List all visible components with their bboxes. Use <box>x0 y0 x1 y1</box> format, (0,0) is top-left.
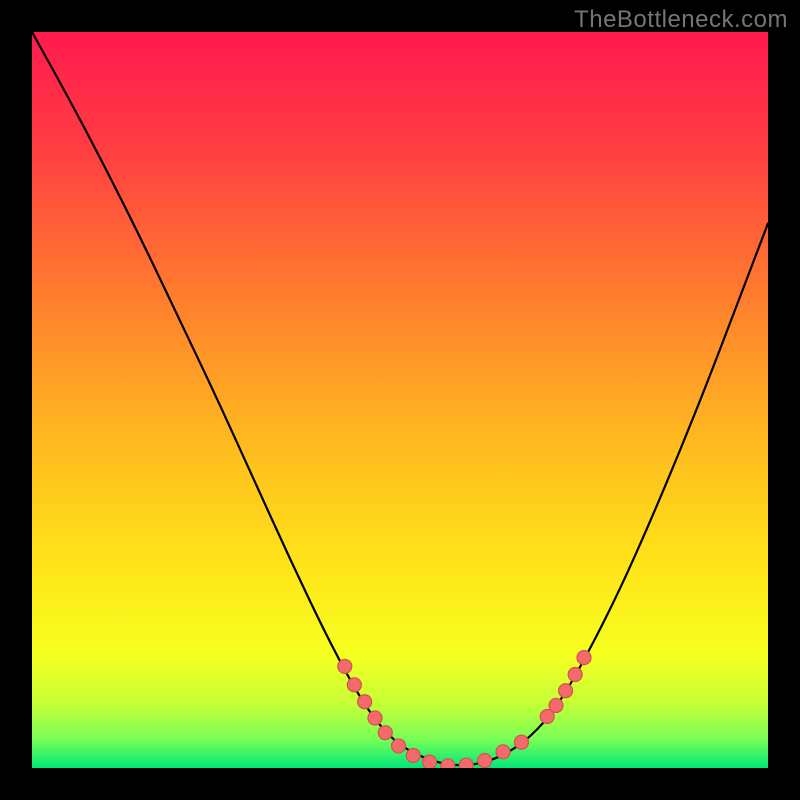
data-marker <box>549 698 563 712</box>
data-marker <box>559 684 573 698</box>
data-marker <box>406 748 420 762</box>
data-marker <box>378 726 392 740</box>
watermark-text: TheBottleneck.com <box>574 6 788 34</box>
data-marker <box>392 739 406 753</box>
plot-area <box>32 32 768 768</box>
data-marker <box>478 754 492 768</box>
data-marker <box>577 651 591 665</box>
chart-container: TheBottleneck.com <box>0 0 800 800</box>
data-marker <box>514 735 528 749</box>
gradient-background <box>32 32 768 768</box>
data-marker <box>368 711 382 725</box>
data-marker <box>338 659 352 673</box>
data-marker <box>496 745 510 759</box>
data-marker <box>422 755 436 768</box>
data-marker <box>568 668 582 682</box>
data-marker <box>347 678 361 692</box>
chart-svg <box>32 32 768 768</box>
data-marker <box>441 759 455 768</box>
data-marker <box>358 695 372 709</box>
data-marker <box>459 758 473 768</box>
